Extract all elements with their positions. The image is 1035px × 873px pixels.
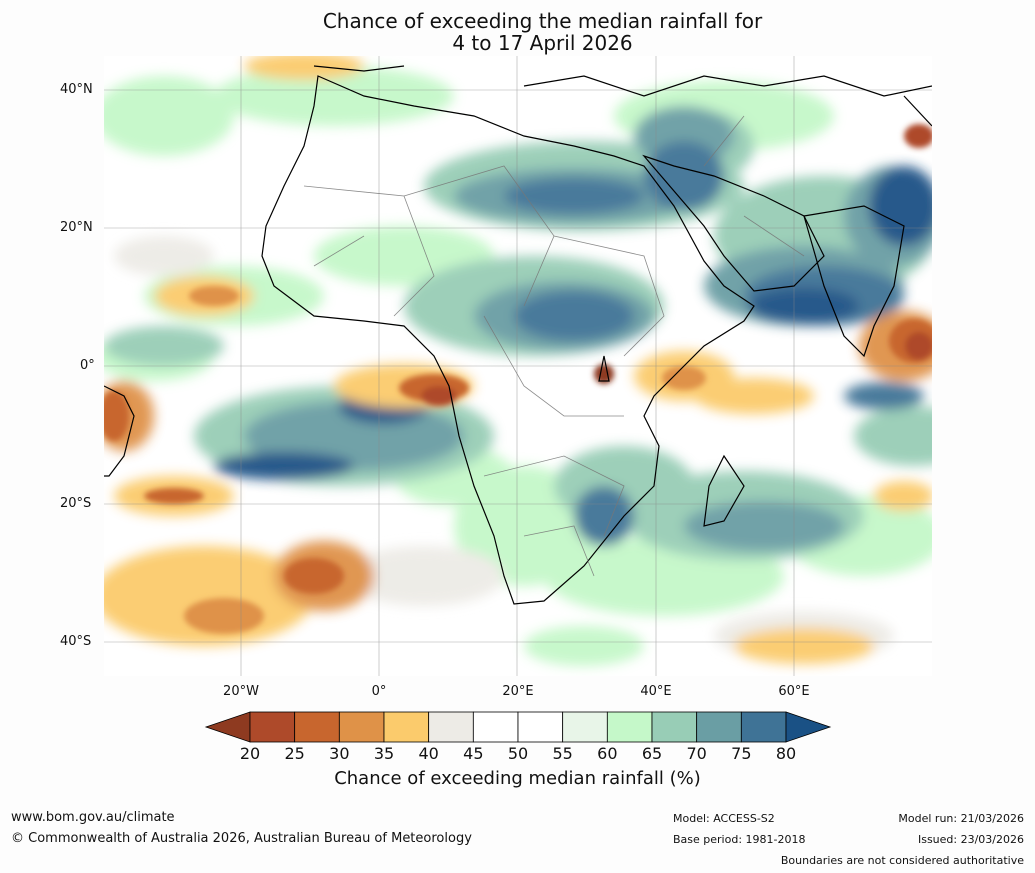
model-text: Model: ACCESS-S2: [673, 812, 775, 825]
lat-label-40s: 40°S: [60, 634, 92, 649]
dry-cores: [104, 124, 932, 634]
colorbar-label: Chance of exceeding median rainfall (%): [334, 768, 701, 789]
colorbar-tick-label: 70: [686, 744, 707, 763]
colorbar-bin: [651, 711, 698, 743]
graticule: [104, 56, 932, 676]
colorbar-bin: [428, 711, 474, 743]
colorbar-bin: [249, 711, 296, 743]
probability-field: [104, 56, 932, 666]
colorbar-bin: [606, 711, 653, 743]
rainfall-map: [104, 56, 932, 676]
title-line-1: Chance of exceeding the median rainfall …: [322, 9, 763, 33]
colorbar-tick-label: 50: [507, 744, 529, 763]
lon-label-20w: 20°W: [223, 684, 259, 699]
map-field: [104, 56, 932, 676]
country-borders: [303, 115, 805, 577]
colorbar-bin: [562, 711, 608, 743]
lat-label-0: 0°: [80, 358, 95, 373]
colorbar-bin: [472, 711, 519, 743]
title-line-2: 4 to 17 April 2026: [452, 31, 633, 55]
lon-label-60e: 60°E: [778, 684, 810, 699]
colorbar-tick-label: 60: [597, 744, 618, 763]
coastlines: [104, 65, 932, 605]
colorbar-tick-label: 25: [284, 744, 305, 763]
colorbar-bin: [383, 711, 430, 743]
colorbar-tick-label: 80: [775, 744, 797, 763]
disclaimer-text: Boundaries are not considered authoritat…: [780, 854, 1024, 867]
colorbar-tick-label: 45: [463, 744, 484, 763]
colorbar-tick-label: 20: [239, 744, 261, 763]
colorbar-bin: [294, 711, 340, 743]
chart-title: Chance of exceeding the median rainfall …: [0, 10, 1035, 54]
colorbar: [204, 711, 832, 743]
lat-label-20s: 20°S: [60, 496, 92, 511]
website-link[interactable]: www.bom.gov.au/climate: [11, 810, 175, 825]
colorbar-arrow-low: [204, 711, 251, 743]
lat-label-40n: 40°N: [60, 82, 93, 97]
colorbar-bin: [740, 711, 787, 743]
colorbar-graphic: [204, 711, 832, 743]
colorbar-arrow-high: [785, 711, 832, 743]
colorbar-tick-label: 35: [373, 744, 395, 763]
copyright-text: © Commonwealth of Australia 2026, Austra…: [11, 831, 472, 846]
lat-label-20n: 20°N: [60, 220, 93, 235]
colorbar-tick-label: 65: [641, 744, 663, 763]
colorbar-tick-label: 55: [552, 744, 573, 763]
issued-text: Issued: 23/03/2026: [917, 833, 1024, 846]
model-run-text: Model run: 21/03/2026: [898, 812, 1024, 825]
lon-label-20e: 20°E: [502, 684, 534, 699]
colorbar-tick-label: 30: [329, 744, 350, 763]
colorbar-bin: [517, 711, 564, 743]
base-period-text: Base period: 1981-2018: [673, 833, 806, 846]
colorbar-tick-label: 75: [731, 744, 752, 763]
lon-label-40e: 40°E: [640, 684, 672, 699]
colorbar-bin: [338, 711, 385, 743]
colorbar-tick-label: 40: [418, 744, 439, 763]
colorbar-bin: [696, 711, 742, 743]
lon-label-0: 0°: [371, 684, 387, 699]
